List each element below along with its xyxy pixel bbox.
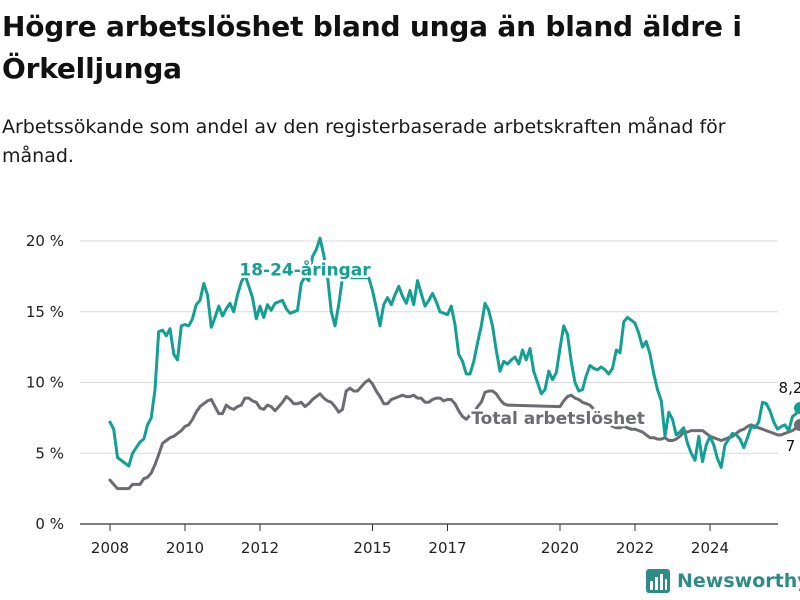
youth-end-point (794, 401, 800, 414)
x-tick-label: 2015 (353, 539, 391, 557)
y-tick-label: 20 % (26, 232, 64, 250)
x-tick-label: 2020 (541, 539, 579, 557)
y-tick-label: 5 % (35, 444, 64, 462)
x-tick-label: 2012 (241, 539, 279, 557)
bar-chart-logo-icon (646, 569, 670, 593)
y-axis-tick-labels: 0 % 5 % 10 % 15 % 20 % (26, 232, 64, 533)
x-tick-label: 2010 (166, 539, 204, 557)
x-tick-label: 2008 (91, 539, 129, 557)
total-series-label: Total arbetslöshet (471, 409, 645, 429)
newsworthy-logo: Newsworthy (645, 568, 800, 594)
chart-subtitle: Arbetssökande som andel av den registerb… (2, 116, 726, 167)
series-labels: 8,2 % 7 % 18-24-åringar Total arbetslöshet (237, 256, 800, 455)
total-end-point (794, 418, 800, 431)
youth-series-label: 18-24-åringar (239, 258, 371, 280)
x-tick-label: 2017 (428, 539, 466, 557)
total-series-line (108, 378, 800, 491)
chart-title: Högre arbetslöshet bland unga än bland ä… (2, 10, 742, 85)
x-tick-label: 2024 (691, 539, 729, 557)
y-tick-label: 0 % (35, 515, 64, 533)
youth-series-line (108, 236, 800, 469)
gridlines (80, 240, 778, 525)
total-end-value: 7 % (786, 437, 800, 455)
series-lines (108, 236, 800, 491)
youth-end-value: 8,2 % (779, 379, 800, 397)
brand-name: Newsworthy (677, 570, 800, 592)
x-axis: 2008 2010 2012 2015 2017 2020 2022 2024 (91, 524, 729, 557)
x-tick-label: 2022 (616, 539, 654, 557)
y-tick-label: 15 % (26, 303, 64, 321)
y-tick-label: 10 % (26, 374, 64, 392)
